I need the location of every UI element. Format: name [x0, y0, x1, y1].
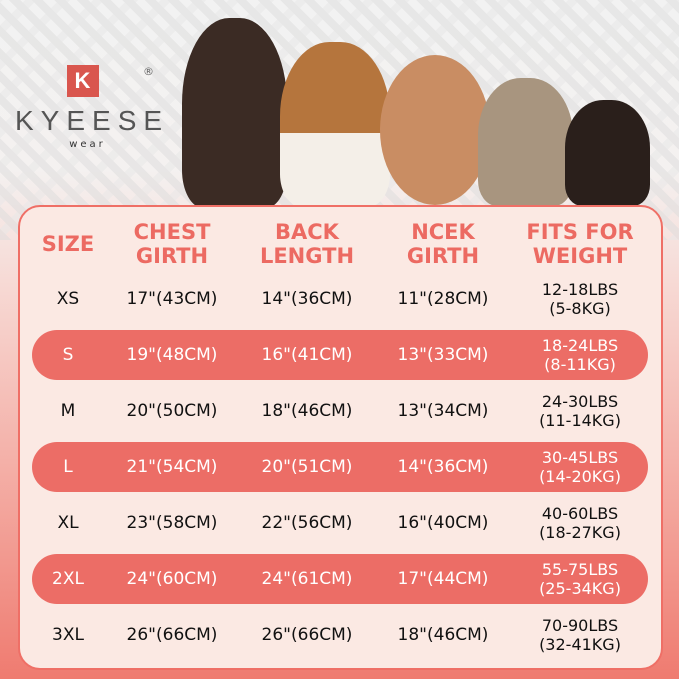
doberman-image	[182, 18, 287, 208]
brand-logo: K ® KYEESE wear	[15, 65, 170, 150]
chest-cell: 20"(50CM)	[126, 401, 218, 421]
weight-cell: 55-75LBS (25-34KG)	[539, 560, 621, 598]
chest-cell: 19"(48CM)	[126, 345, 218, 365]
beagle-image	[280, 42, 390, 207]
size-cell: XS	[56, 289, 80, 309]
size-cell: 3XL	[52, 625, 84, 645]
back-cell: 14"(36CM)	[261, 289, 353, 309]
weight-cell: 30-45LBS (14-20KG)	[539, 448, 621, 486]
chest-cell: 23"(58CM)	[126, 513, 218, 533]
table-row: 3XL 26"(66CM) 26"(66CM) 18"(46CM) 70-90L…	[32, 610, 648, 660]
neck-cell: 14"(36CM)	[397, 457, 489, 477]
size-cell: M	[60, 401, 76, 421]
back-cell: 26"(66CM)	[261, 625, 353, 645]
chest-cell: 26"(66CM)	[126, 625, 218, 645]
table-row: L 21"(54CM) 20"(51CM) 14"(36CM) 30-45LBS…	[32, 442, 648, 492]
weight-cell: 40-60LBS (18-27KG)	[539, 504, 621, 542]
table-row: 2XL 24"(60CM) 24"(61CM) 17"(44CM) 55-75L…	[32, 554, 648, 604]
weight-cell: 12-18LBS (5-8KG)	[541, 280, 619, 318]
header-neck: NCEK GIRTH	[406, 220, 480, 268]
chihuahua-image	[565, 100, 650, 206]
weight-cell: 70-90LBS (32-41KG)	[539, 616, 621, 654]
table-row: S 19"(48CM) 16"(41CM) 13"(33CM) 18-24LBS…	[32, 330, 648, 380]
back-cell: 22"(56CM)	[261, 513, 353, 533]
table-row: XL 23"(58CM) 22"(56CM) 16"(40CM) 40-60LB…	[32, 498, 648, 548]
table-row: XS 17"(43CM) 14"(36CM) 11"(28CM) 12-18LB…	[32, 274, 648, 324]
chest-cell: 24"(60CM)	[126, 569, 218, 589]
logo-mark: K	[66, 65, 99, 97]
header-weight: FITS FOR WEIGHT	[526, 220, 634, 268]
table-row: M 20"(50CM) 18"(46CM) 13"(34CM) 24-30LBS…	[32, 386, 648, 436]
neck-cell: 13"(34CM)	[397, 401, 489, 421]
neck-cell: 16"(40CM)	[397, 513, 489, 533]
terrier-image	[478, 78, 573, 206]
size-cell: L	[63, 457, 73, 477]
header-size: SIZE	[41, 232, 95, 256]
back-cell: 18"(46CM)	[261, 401, 353, 421]
size-cell: XL	[57, 513, 79, 533]
chest-cell: 17"(43CM)	[126, 289, 218, 309]
poodle-image	[380, 55, 490, 205]
size-chart-table: SIZE CHEST GIRTH BACK LENGTH NCEK GIRTH FIT…	[18, 205, 663, 670]
brand-sub: wear	[69, 139, 106, 150]
back-cell: 24"(61CM)	[261, 569, 353, 589]
size-cell: 2XL	[52, 569, 84, 589]
header-chest: CHEST GIRTH	[133, 220, 211, 268]
size-cell: S	[62, 345, 74, 365]
neck-cell: 13"(33CM)	[397, 345, 489, 365]
chest-cell: 21"(54CM)	[126, 457, 218, 477]
back-cell: 20"(51CM)	[261, 457, 353, 477]
neck-cell: 18"(46CM)	[397, 625, 489, 645]
back-cell: 16"(41CM)	[261, 345, 353, 365]
neck-cell: 11"(28CM)	[397, 289, 489, 309]
weight-cell: 24-30LBS (11-14KG)	[539, 392, 621, 430]
weight-cell: 18-24LBS (8-11KG)	[541, 336, 619, 374]
table-header: SIZE CHEST GIRTH BACK LENGTH NCEK GIRTH FIT…	[32, 217, 648, 271]
neck-cell: 17"(44CM)	[397, 569, 489, 589]
header-back: BACK LENGTH	[259, 220, 355, 268]
registered-mark: ®	[143, 65, 154, 78]
brand-name: KYEESE	[15, 105, 170, 136]
